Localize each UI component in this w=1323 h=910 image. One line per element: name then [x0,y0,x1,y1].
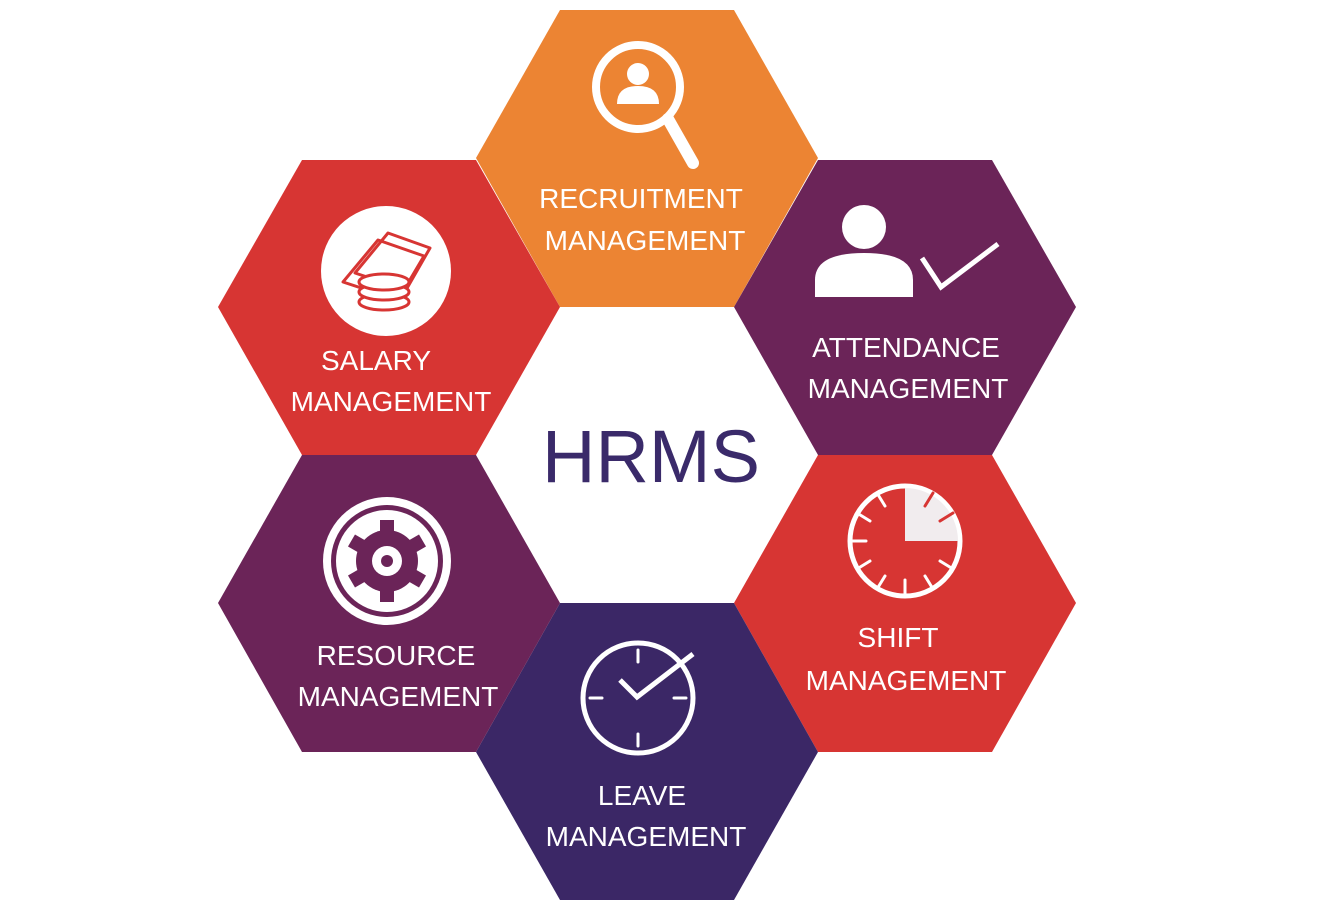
attendance-label-line2: MANAGEMENT [808,373,1009,404]
clock-dial-icon [847,483,963,599]
shift-label-line1: SHIFT [858,622,939,653]
hexagon-recruitment [476,10,818,307]
module-shift[interactable]: SHIFT MANAGEMENT [734,455,1076,752]
module-leave[interactable]: LEAVE MANAGEMENT [476,603,818,900]
hexagon-shift [734,455,1076,752]
module-salary[interactable]: SALARY MANAGEMENT [218,160,560,455]
module-attendance[interactable]: ATTENDANCE MANAGEMENT [734,160,1076,455]
recruitment-label-line2: MANAGEMENT [545,225,746,256]
module-resource[interactable]: RESOURCE MANAGEMENT [218,455,560,752]
salary-label-line1: SALARY [321,345,431,376]
center-hexagon [476,307,818,603]
recruitment-label-line1: RECRUITMENT [539,183,743,214]
magnifier-person-icon [592,41,699,169]
resource-label-line2: MANAGEMENT [298,681,499,712]
center-title: HRMS [542,415,760,498]
leave-label-line2: MANAGEMENT [546,821,747,852]
attendance-label-line1: ATTENDANCE [812,332,1000,363]
shift-label-line2: MANAGEMENT [806,665,1007,696]
leave-label-line1: LEAVE [598,780,686,811]
module-recruitment[interactable]: RECRUITMENT MANAGEMENT [476,10,818,307]
salary-label-line2: MANAGEMENT [291,386,492,417]
coins-icon [321,206,451,336]
center-hub: HRMS [476,307,818,603]
clock-check-icon [580,640,696,756]
person-check-icon [815,205,1000,297]
hexagon-attendance [734,160,1076,455]
gear-icon [323,497,451,625]
resource-label-line1: RESOURCE [317,640,476,671]
